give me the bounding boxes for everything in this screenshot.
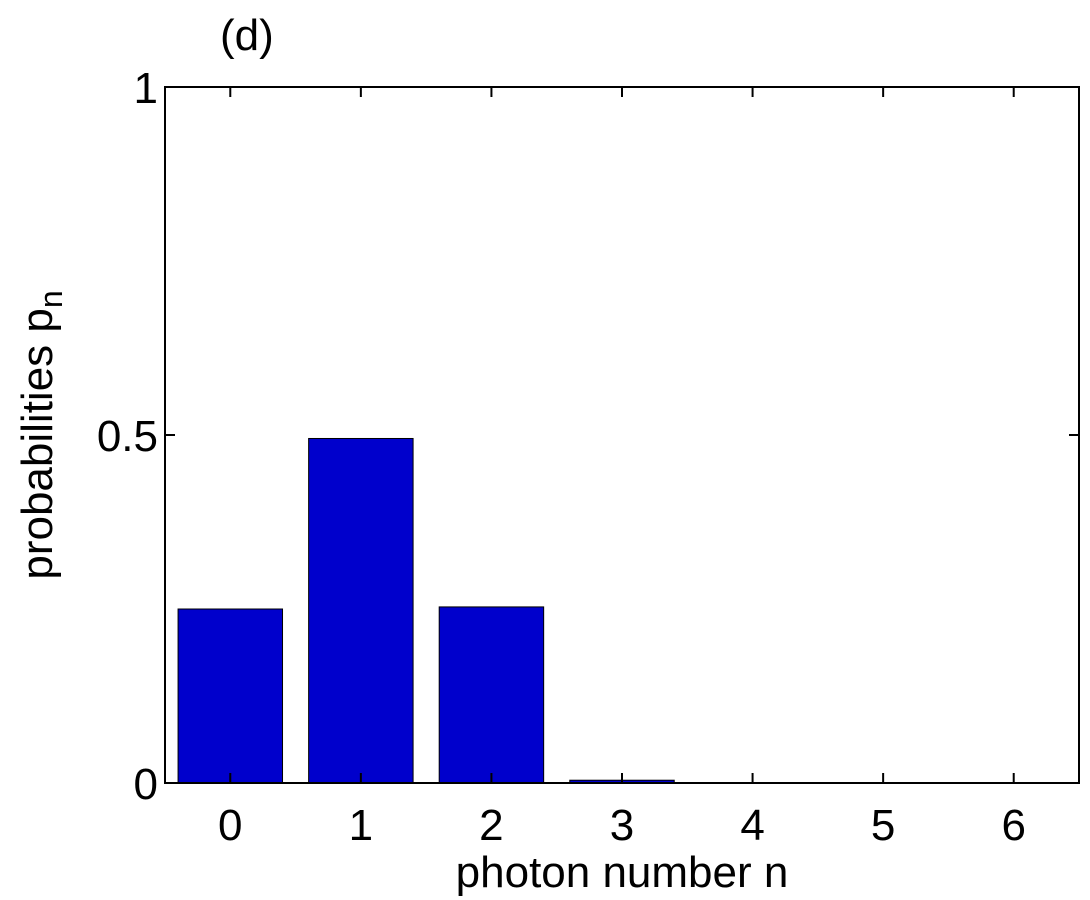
x-tick-label-0: 0: [218, 801, 242, 850]
plot-frame: [164, 86, 1080, 784]
bar-0: [177, 608, 284, 784]
y-axis-label-subscript: n: [33, 290, 69, 308]
x-ticks: 0 1 2 3 4 5 6: [218, 87, 1026, 850]
x-axis-label: photon number n: [456, 848, 789, 897]
x-tick-label-2: 2: [479, 801, 503, 850]
x-tick-label-4: 4: [740, 801, 764, 850]
y-tick-label-0: 0: [134, 760, 158, 809]
x-tick-label-5: 5: [871, 801, 895, 850]
y-tick-label-1: 1: [134, 64, 158, 113]
y-axis-label-main: probabilities p: [13, 308, 62, 580]
panel-label: (d): [220, 11, 274, 60]
x-tick-label-1: 1: [349, 801, 373, 850]
y-tick-label-0.5: 0.5: [97, 412, 158, 461]
x-tick-label-3: 3: [610, 801, 634, 850]
x-tick-label-6: 6: [1001, 801, 1025, 850]
y-axis-label: probabilities pn: [13, 290, 69, 579]
y-ticks: 00.51: [97, 64, 1079, 809]
bar-1: [308, 437, 414, 784]
bars-layer: [177, 437, 675, 784]
bar-2: [438, 606, 545, 784]
